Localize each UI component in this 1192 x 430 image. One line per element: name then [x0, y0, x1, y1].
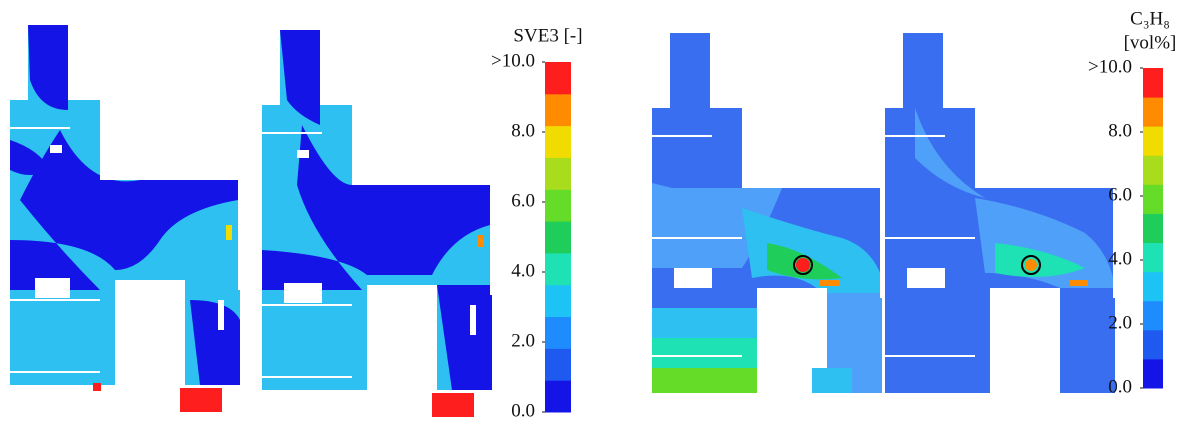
colorbar-band: [1143, 359, 1163, 389]
tick-label: 0.0: [1108, 376, 1132, 397]
tick-label: 0.0: [511, 400, 535, 421]
colorbar-band: [1143, 330, 1163, 360]
colorbar-band: [1143, 301, 1163, 331]
colorbar-title: SVE3 [-]: [513, 25, 582, 46]
colorbar-band: [1143, 272, 1163, 302]
colorbar-band: [1143, 213, 1163, 243]
colorbar-band: [545, 317, 571, 349]
colorbar-title: [vol%]: [1124, 32, 1177, 53]
colorbar-band: [545, 380, 571, 412]
colorbar-band: [1143, 126, 1163, 156]
colorbar-band: [545, 94, 571, 126]
contour-panel: [885, 33, 1115, 393]
figure: SVE3 [-] >10.0 8.0 6.0 4.0 2.0 0.0 C₃H₈ [vol%] >1…: [0, 0, 1192, 425]
tick-label: >10.0: [491, 50, 535, 71]
colorbar-band: [1143, 243, 1163, 273]
colorbar-band: [545, 189, 571, 221]
colorbar-band: [545, 253, 571, 285]
tick-label: 2.0: [511, 330, 535, 351]
colorbar-band: [545, 62, 571, 94]
colorbar-band: [545, 348, 571, 380]
colorbar-band: [545, 126, 571, 158]
colorbar-band: [1143, 155, 1163, 185]
colorbar-band: [1143, 68, 1163, 98]
colorbar-band: [545, 221, 571, 253]
tick-label: 8.0: [1108, 120, 1132, 141]
colorbar-band: [545, 157, 571, 189]
tick-label: 8.0: [511, 120, 535, 141]
contour-panel: [652, 33, 882, 393]
colorbar-band: [1143, 97, 1163, 127]
tick-label: 6.0: [1108, 184, 1132, 205]
tick-label: 2.0: [1108, 312, 1132, 333]
tick-label: 6.0: [511, 190, 535, 211]
tick-label: >10.0: [1088, 56, 1132, 77]
tick-label: 4.0: [1108, 248, 1132, 269]
contour-panel: [10, 25, 240, 412]
contour-panel: [262, 30, 492, 417]
colorbar-band: [545, 285, 571, 317]
tick-label: 4.0: [511, 260, 535, 281]
colorbar-band: [1143, 184, 1163, 214]
colorbar-title: C₃H₈: [1130, 8, 1170, 29]
